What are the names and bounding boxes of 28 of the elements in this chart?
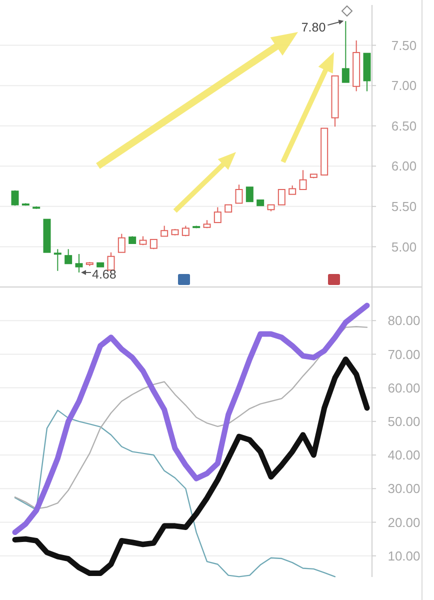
candlestick	[214, 206, 222, 224]
candlestick	[246, 186, 254, 202]
y-tick-label: 30.00	[388, 481, 420, 496]
line-series	[14, 410, 336, 578]
y-tick-label: 6.00	[391, 158, 417, 174]
candlestick	[160, 225, 168, 237]
candlestick	[235, 184, 243, 204]
y-tick-label: 70.00	[388, 346, 420, 362]
y-tick-label: 6.50	[391, 118, 417, 134]
y-tick-label: 7.00	[391, 78, 417, 94]
annotation: 7.80	[301, 20, 326, 34]
y-tick-label: 20.00	[388, 514, 420, 530]
y-tick-label: 80.00	[388, 313, 420, 328]
y-tick-label: 5.00	[391, 239, 417, 254]
candlestick	[299, 170, 307, 190]
y-tick-label: 5.50	[391, 198, 417, 214]
y-tick-label: 7.50	[391, 38, 417, 53]
candlestick	[278, 189, 286, 206]
y-tick-label: 40.00	[388, 448, 420, 463]
candlestick	[107, 252, 115, 272]
y-tick-label: 50.00	[388, 414, 420, 429]
candlestick	[64, 248, 72, 264]
candlestick	[118, 233, 126, 253]
line-series	[14, 326, 368, 510]
y-tick-label: 60.00	[388, 380, 420, 396]
candlestick	[54, 248, 62, 272]
annotation: 4.68	[92, 267, 116, 282]
y-tick-label: 10.00	[388, 548, 420, 564]
